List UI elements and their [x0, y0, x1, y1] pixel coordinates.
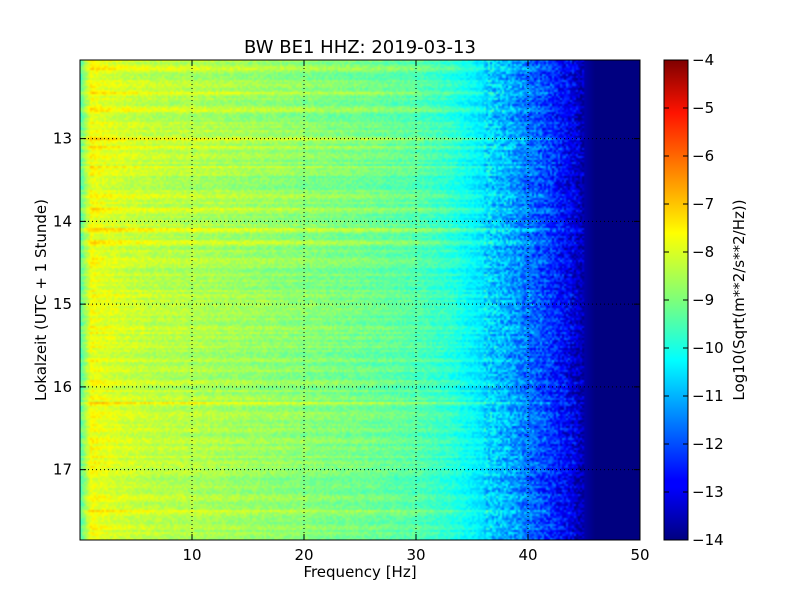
plot-frame	[79, 59, 641, 541]
x-tick-label: 40	[518, 546, 537, 564]
colorbar-tick-label: −5	[692, 99, 714, 117]
chart-title: BW BE1 HHZ: 2019-03-13	[244, 37, 476, 58]
y-axis: 13 14 15 16 17	[53, 130, 640, 479]
colorbar-label: Log10(Sqrt(m**2/s**2/Hz))	[730, 199, 748, 400]
colorbar-tick-label: −10	[692, 339, 724, 357]
y-tick-label: 15	[53, 295, 72, 313]
colorbar-ticks: −4 −5 −6 −7 −8 −9 −10 −11 −12 −13 −14	[664, 51, 724, 549]
y-tick-label: 13	[53, 130, 72, 148]
colorbar-tick-label: −7	[692, 195, 714, 213]
colorbar-tick-label: −14	[692, 531, 724, 549]
colorbar-tick-label: −11	[692, 387, 724, 405]
y-axis-label: Lokalzeit (UTC + 1 Stunde)	[32, 199, 50, 401]
y-tick-label: 17	[53, 461, 72, 479]
grid-lines	[80, 60, 640, 540]
x-axis-label: Frequency [Hz]	[303, 563, 416, 581]
colorbar-tick-label: −4	[692, 51, 714, 69]
colorbar-tick-label: −9	[692, 291, 714, 309]
colorbar-tick-label: −13	[692, 483, 724, 501]
colorbar: −4 −5 −6 −7 −8 −9 −10 −11 −12 −13 −14 Log10(Sqrt(m…	[663, 51, 748, 549]
x-tick-label: 30	[406, 546, 425, 564]
x-tick-label: 20	[294, 546, 313, 564]
spectrogram-heatmap	[80, 60, 640, 540]
y-tick-label: 16	[53, 378, 72, 396]
y-tick-label: 14	[53, 212, 72, 230]
x-axis: 10 20 30 40 50	[182, 60, 650, 564]
heatmap-image	[80, 60, 640, 540]
x-tick-label: 50	[630, 546, 649, 564]
x-tick-label: 10	[182, 546, 201, 564]
colorbar-tick-label: −8	[692, 243, 714, 261]
colorbar-tick-label: −6	[692, 147, 714, 165]
colorbar-tick-label: −12	[692, 435, 724, 453]
